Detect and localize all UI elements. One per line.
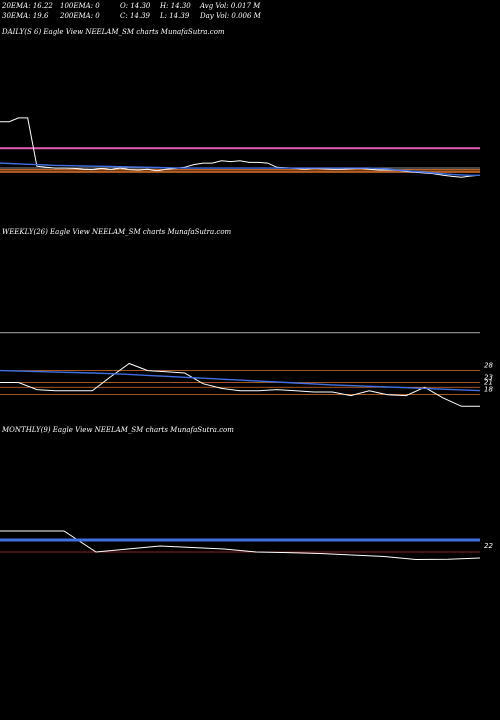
high-label: H: 14.30 <box>160 2 191 10</box>
monthly-tick-label: 22 <box>484 542 493 550</box>
ema20-label: 20EMA: 16.22 <box>2 2 53 10</box>
weekly-ema-line <box>0 369 481 392</box>
ema200-label: 200EMA: 0 <box>60 12 100 20</box>
weekly-price-line <box>0 362 480 407</box>
open-label: O: 14.30 <box>120 2 151 10</box>
weekly-tick-label: 28 <box>484 362 493 370</box>
close-label: C: 14.39 <box>120 12 150 20</box>
daily-chart <box>0 117 481 178</box>
monthly-price-line <box>0 530 481 561</box>
avg-vol-label: Avg Vol: 0.017 M <box>200 2 261 10</box>
monthly-chart: 22 <box>0 530 493 561</box>
ema100-label: 100EMA: 0 <box>60 2 100 10</box>
low-label: L: 14.39 <box>160 12 190 20</box>
day-vol-label: Day Vol: 0.006 M <box>200 12 261 20</box>
weekly-tick-label: 18 <box>484 385 493 393</box>
daily-ema-line <box>0 162 480 177</box>
weekly-tick-label: 21 <box>484 378 493 386</box>
monthly-panel-label: MONTHLY(9) Eagle View NEELAM_SM charts M… <box>2 426 234 434</box>
header-stats: 20EMA: 16.22 30EMA: 19.6 100EMA: 0 200EM… <box>0 0 500 22</box>
ema30-label: 30EMA: 19.6 <box>2 12 49 20</box>
daily-panel-label: DAILY(S 6) Eagle View NEELAM_SM charts M… <box>2 28 225 36</box>
weekly-panel-label: WEEKLY(26) Eagle View NEELAM_SM charts M… <box>2 228 232 236</box>
weekly-tick-label: 23 <box>484 374 493 382</box>
